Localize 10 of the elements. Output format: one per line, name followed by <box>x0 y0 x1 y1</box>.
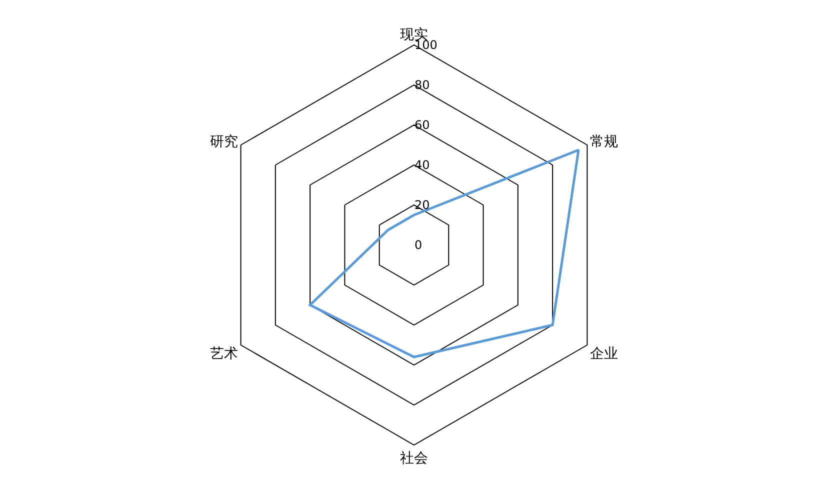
spoke-label: 常规 <box>590 134 618 150</box>
spoke-label: 社会 <box>400 450 428 466</box>
y-tick-label: 40 <box>414 158 430 172</box>
spoke-label: 企业 <box>590 346 618 362</box>
spoke-label: 研究 <box>210 134 238 150</box>
y-tick-label: 80 <box>414 78 430 92</box>
y-tick-label: 60 <box>414 118 430 132</box>
y-tick-label: 20 <box>414 198 430 212</box>
y-tick-label: 0 <box>414 238 422 252</box>
spoke-label: 艺术 <box>210 346 238 362</box>
